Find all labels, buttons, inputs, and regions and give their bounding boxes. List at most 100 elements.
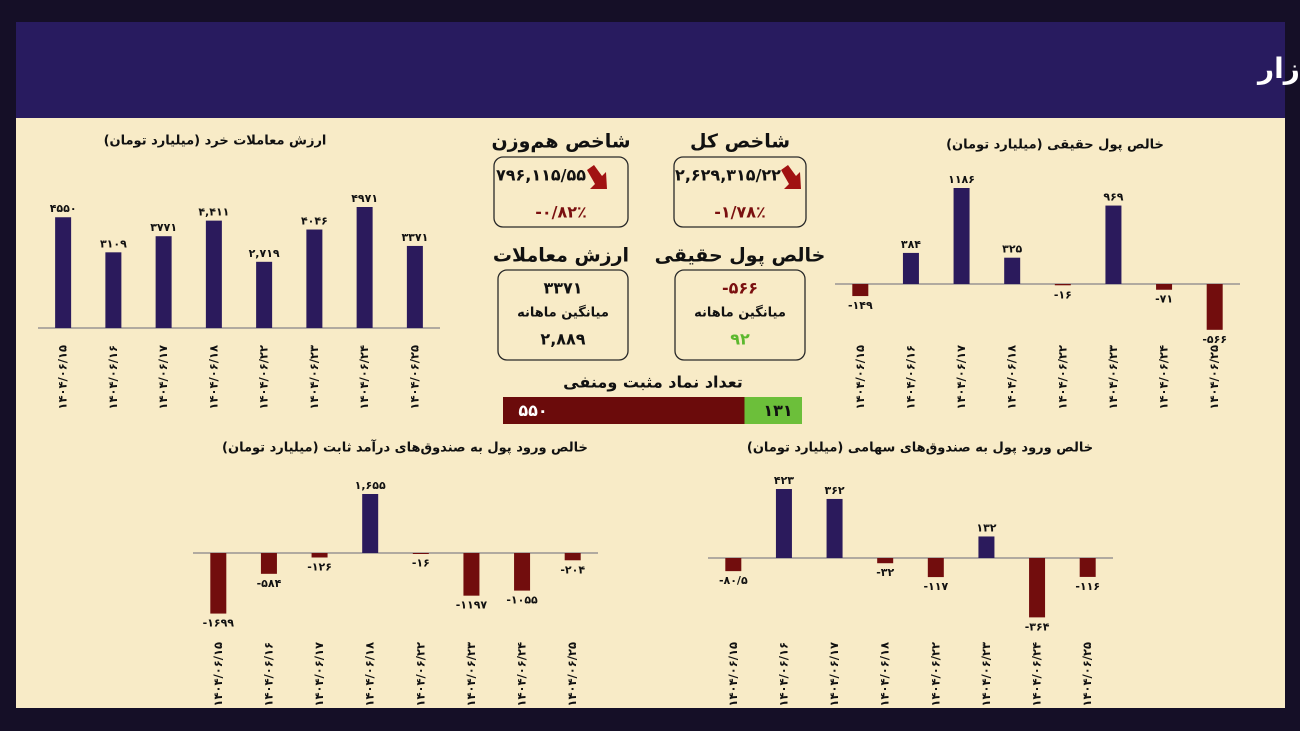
bar xyxy=(514,553,531,591)
value-label: -۱۱۹۷ xyxy=(456,599,488,612)
value-label: -۳۶۴ xyxy=(1025,620,1050,633)
bar xyxy=(256,261,273,328)
value-label: ۱,۶۵۵ xyxy=(355,479,386,492)
value-label: ۳۸۴ xyxy=(901,238,921,251)
stat-value: ۳۳۷۱ xyxy=(543,279,582,298)
index-title: شاخص هم‌وزن xyxy=(491,131,630,153)
value-label: ۳۶۲ xyxy=(824,484,844,497)
x-tick-label: ۱۴۰۴/۰۶/۱۸ xyxy=(878,642,892,707)
bar xyxy=(1105,205,1122,284)
value-label: ۳۷۷۱ xyxy=(150,221,177,234)
bar xyxy=(155,236,172,328)
index-change: -۰/۸۲٪ xyxy=(535,203,587,222)
x-tick-label: ۱۴۰۴/۰۶/۱۷ xyxy=(954,345,968,410)
x-tick-label: ۱۴۰۴/۰۶/۲۵ xyxy=(565,642,579,707)
chart-title: خالص ورود پول به صندوق‌های درآمد ثابت (م… xyxy=(222,439,588,456)
x-tick-label: ۱۴۰۴/۰۶/۲۴ xyxy=(1030,642,1044,707)
bar xyxy=(463,553,480,596)
bar xyxy=(1004,257,1021,284)
x-tick-label: ۱۴۰۴/۰۶/۲۳ xyxy=(307,345,321,410)
bar xyxy=(1079,558,1096,577)
value-label: -۲۰۴ xyxy=(560,563,585,576)
x-tick-label: ۱۴۰۴/۰۶/۱۷ xyxy=(156,345,170,410)
chart-title: خالص ورود پول به صندوق‌های سهامی (میلیار… xyxy=(747,441,1093,456)
x-tick-label: ۱۴۰۴/۰۶/۱۸ xyxy=(206,345,220,410)
stat-title: ارزش معاملات xyxy=(493,245,629,267)
value-label: ۱۳۲ xyxy=(976,521,996,534)
stat-note: میانگین ماهانه xyxy=(517,305,609,321)
value-label: -۵۸۴ xyxy=(257,577,282,590)
header-title: پایان بازار xyxy=(1256,52,1300,85)
value-label: -۳۲ xyxy=(876,566,894,579)
stat-average: ۹۲ xyxy=(730,330,750,349)
value-label: -۱۰۵۵ xyxy=(506,594,538,607)
x-tick-label: ۱۴۰۴/۰۶/۲۳ xyxy=(979,642,993,707)
bar xyxy=(927,558,944,578)
positive-label: ۱۳۱ xyxy=(763,401,792,420)
value-label: -۱۶۹۹ xyxy=(203,617,235,630)
x-tick-label: ۱۴۰۴/۰۶/۲۲ xyxy=(928,642,942,707)
x-tick-label: ۱۴۰۴/۰۶/۲۵ xyxy=(407,345,421,410)
down-arrow xyxy=(781,165,801,189)
x-tick-label: ۱۴۰۴/۰۶/۱۵ xyxy=(853,345,867,410)
value-label: ۳۱۰۹ xyxy=(100,237,127,250)
value-label: ۴۹۷۱ xyxy=(351,192,378,205)
value-label: -۱۴۹ xyxy=(848,299,873,312)
bar xyxy=(978,536,995,558)
value-label: -۱۶ xyxy=(412,557,430,570)
index-value: ۲,۶۲۹,۳۱۵/۲۲ xyxy=(675,166,781,185)
breadth-title: تعداد نماد مثبت ومنفی xyxy=(563,373,743,392)
chart-title: ارزش معاملات خرد (میلیارد تومان) xyxy=(104,134,327,149)
bar xyxy=(902,252,919,284)
value-label: -۷۱ xyxy=(1155,293,1173,306)
x-tick-label: ۱۴۰۴/۰۶/۱۵ xyxy=(56,345,70,410)
value-label: -۱۶ xyxy=(1054,288,1072,301)
value-label: ۴۲۳ xyxy=(774,474,794,487)
value-label: -۸۰/۵ xyxy=(719,574,748,587)
x-tick-label: ۱۴۰۴/۰۶/۱۶ xyxy=(106,345,120,410)
x-tick-label: ۱۴۰۴/۰۶/۲۴ xyxy=(515,642,529,707)
stat-box xyxy=(497,269,629,361)
x-tick-label: ۱۴۰۴/۰۶/۲۳ xyxy=(1106,345,1120,410)
index-box xyxy=(493,156,629,228)
bar xyxy=(725,558,742,572)
value-label: ۳۲۵ xyxy=(1002,243,1022,256)
bar xyxy=(406,245,423,328)
index-value: ۷۹۶,۱۱۵/۵۵ xyxy=(496,166,586,185)
bar xyxy=(1029,558,1046,618)
bar xyxy=(356,207,373,328)
down-arrow xyxy=(587,165,607,189)
bar xyxy=(953,188,970,284)
value-label: -۱۱۶ xyxy=(1075,580,1100,593)
value-label: ۳۳۷۱ xyxy=(401,231,428,244)
x-tick-label: ۱۴۰۴/۰۶/۲۵ xyxy=(1207,345,1221,410)
bar xyxy=(205,220,222,328)
bar xyxy=(210,553,227,614)
bar xyxy=(412,553,429,554)
negative-bar xyxy=(503,397,745,424)
x-tick-label: ۱۴۰۴/۰۶/۱۸ xyxy=(363,642,377,707)
value-label: ۴۰۴۶ xyxy=(301,215,328,228)
x-tick-label: ۱۴۰۴/۰۶/۱۷ xyxy=(827,642,841,707)
bar xyxy=(877,558,894,564)
value-label: ۴۵۵۰ xyxy=(50,202,77,215)
negative-label: ۵۵۰ xyxy=(518,401,547,420)
bar xyxy=(362,494,379,553)
stat-box xyxy=(674,269,806,361)
x-tick-label: ۱۴۰۴/۰۶/۲۳ xyxy=(464,642,478,707)
x-tick-label: ۱۴۰۴/۰۶/۱۶ xyxy=(776,642,790,707)
bar xyxy=(105,252,122,328)
x-tick-label: ۱۴۰۴/۰۶/۲۴ xyxy=(1157,345,1171,410)
value-label: ۲,۷۱۹ xyxy=(249,247,280,260)
bar xyxy=(260,553,277,574)
chart-title: خالص پول حقیقی (میلیارد تومان) xyxy=(946,138,1164,153)
bar xyxy=(311,553,328,558)
index-change: -۱/۷۸٪ xyxy=(714,203,766,222)
x-tick-label: ۱۴۰۴/۰۶/۲۲ xyxy=(413,642,427,707)
index-title: شاخص کل xyxy=(690,131,790,153)
x-tick-label: ۱۴۰۴/۰۶/۱۸ xyxy=(1005,345,1019,410)
bar xyxy=(1054,284,1071,286)
value-label: -۱۱۷ xyxy=(923,580,948,593)
x-tick-label: ۱۴۰۴/۰۶/۱۵ xyxy=(211,642,225,707)
